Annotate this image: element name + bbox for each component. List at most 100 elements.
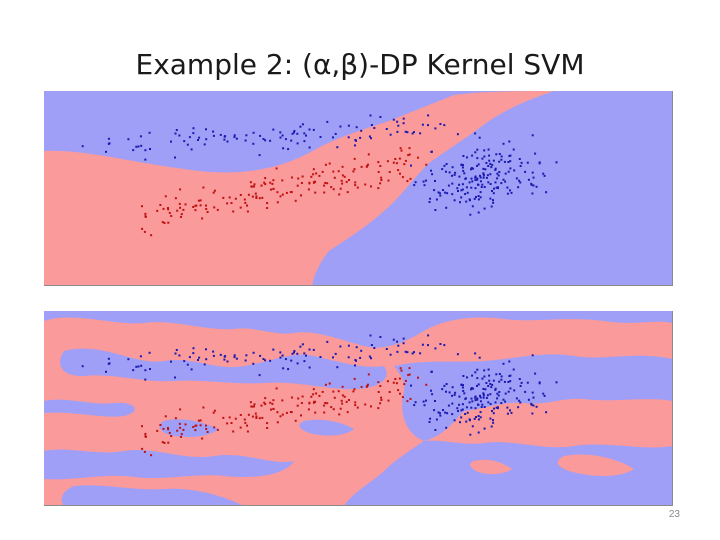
blue-data-point [466, 156, 468, 159]
blue-data-point [430, 389, 432, 392]
red-data-point [399, 392, 401, 395]
blue-data-point [258, 154, 261, 157]
blue-data-point [482, 387, 485, 390]
red-data-point [144, 435, 147, 438]
red-data-point [300, 402, 303, 404]
blue-data-point [441, 388, 444, 391]
red-data-point [234, 417, 237, 420]
blue-data-point [303, 360, 306, 363]
blue-data-point [497, 174, 500, 177]
red-data-point [354, 184, 357, 187]
red-data-point [354, 404, 357, 407]
blue-data-point [447, 404, 450, 407]
blue-data-point [190, 148, 193, 151]
blue-data-point [299, 125, 302, 128]
red-data-point [315, 392, 318, 395]
red-data-point [247, 413, 250, 416]
blue-data-point [443, 164, 446, 167]
red-data-point [239, 194, 242, 196]
red-data-point [323, 191, 326, 194]
blue-data-point [287, 148, 290, 151]
blue-data-point [538, 162, 541, 165]
blue-data-point [490, 166, 493, 169]
red-data-point [323, 404, 326, 407]
red-data-point [192, 426, 195, 428]
red-data-point [194, 429, 197, 432]
blue-data-point [427, 124, 429, 127]
blue-data-point [471, 180, 474, 183]
red-data-point [162, 207, 165, 210]
blue-data-point [532, 184, 535, 187]
red-data-point [269, 401, 272, 404]
blue-data-point [406, 131, 409, 134]
red-data-point [253, 185, 255, 188]
blue-data-point [332, 356, 334, 359]
blue-data-point [461, 386, 464, 389]
blue-data-point [81, 365, 84, 368]
blue-data-point [198, 356, 201, 359]
red-data-point [297, 397, 300, 400]
blue-data-point [484, 168, 487, 171]
blue-data-point [462, 169, 465, 172]
blue-data-point [465, 420, 468, 423]
red-data-point [379, 182, 382, 185]
blue-data-point [482, 174, 485, 177]
blue-data-point [178, 134, 181, 137]
blue-data-point [491, 410, 493, 412]
red-data-point [213, 409, 216, 412]
red-data-point [400, 369, 403, 372]
blue-data-point [127, 138, 130, 141]
blue-data-point [526, 381, 529, 384]
red-data-point [338, 193, 341, 196]
red-data-point [326, 182, 329, 185]
red-data-point [205, 204, 207, 207]
red-data-point [167, 221, 170, 224]
blue-data-point [245, 134, 248, 137]
blue-data-point [439, 123, 442, 125]
red-data-point [255, 417, 258, 419]
blue-data-point [490, 386, 493, 389]
red-data-point [271, 182, 274, 185]
blue-data-point [132, 369, 135, 372]
blue-data-point [498, 380, 501, 383]
red-data-point [377, 391, 380, 393]
blue-data-point [509, 380, 512, 383]
blue-data-point [434, 347, 437, 350]
blue-data-point [293, 351, 295, 354]
blue-data-point [466, 376, 468, 379]
red-data-point [321, 390, 324, 393]
blue-data-point [498, 160, 501, 163]
blue-data-point [476, 157, 479, 160]
blue-data-point [144, 158, 147, 161]
red-data-point [144, 432, 147, 435]
blue-data-point [305, 354, 307, 357]
blue-data-point [487, 148, 490, 151]
blue-data-point [203, 143, 206, 146]
red-data-point [206, 431, 209, 433]
red-data-point [216, 428, 219, 431]
blue-data-point [504, 392, 507, 395]
blue-data-point [482, 172, 485, 175]
blue-data-point [192, 352, 195, 355]
red-data-point [312, 393, 315, 396]
blue-data-point [192, 127, 195, 130]
red-data-point [163, 442, 166, 444]
red-data-point [230, 202, 233, 204]
red-data-point [250, 405, 253, 408]
blue-data-point [149, 148, 151, 150]
blue-data-point [107, 137, 110, 140]
blue-data-point [513, 389, 516, 392]
blue-data-point [466, 191, 469, 194]
red-data-point [300, 414, 302, 417]
blue-data-point [502, 362, 505, 365]
blue-data-point [515, 397, 518, 400]
red-data-point [307, 188, 310, 191]
blue-data-point [461, 183, 464, 186]
red-data-point [341, 394, 344, 397]
red-data-point [395, 162, 398, 165]
blue-data-point [507, 381, 510, 383]
red-data-point [341, 385, 344, 388]
blue-data-point [506, 406, 509, 409]
blue-data-point [470, 388, 472, 391]
blue-data-point [223, 138, 226, 141]
